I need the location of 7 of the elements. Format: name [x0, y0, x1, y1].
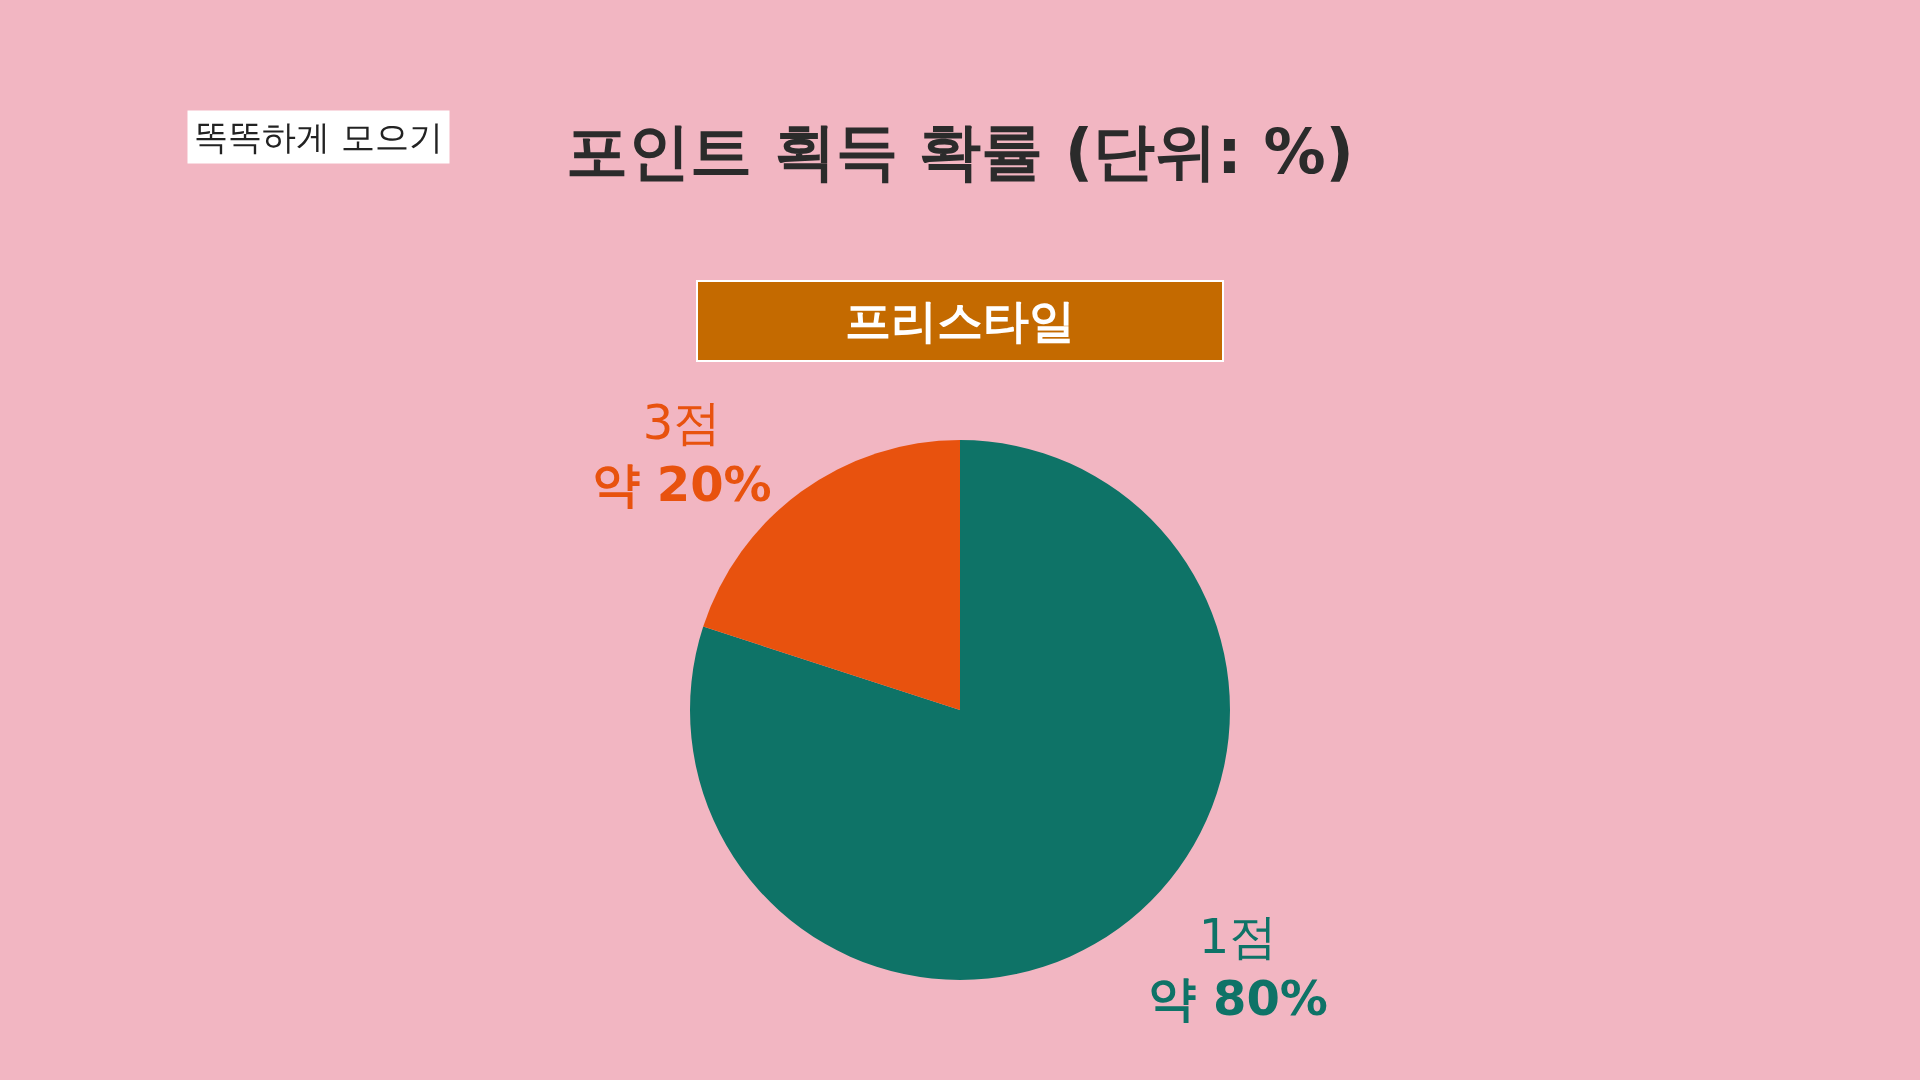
slice-label: 3점	[642, 393, 722, 450]
data-label: 약 80%	[1148, 970, 1328, 1027]
data-label: 약 20%	[592, 456, 772, 513]
slice-label: 1점	[1198, 907, 1278, 964]
text: 똑똑하게 모으기	[194, 117, 443, 157]
chart-title: 포인트 획득 확률 (단위: %)	[566, 114, 1354, 188]
chart-subtitle: 프리스타일	[845, 294, 1075, 348]
